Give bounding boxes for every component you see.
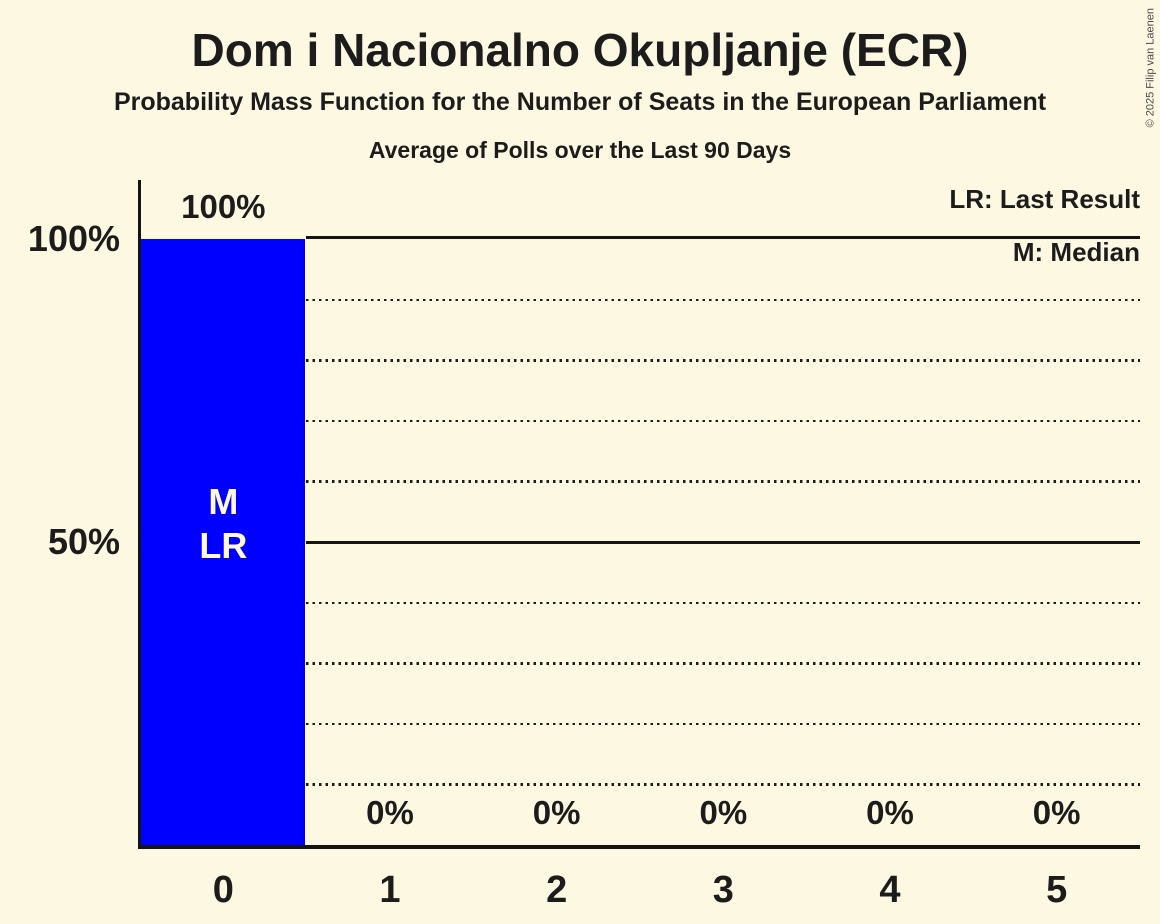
legend-median: M: Median bbox=[1012, 237, 1140, 267]
bar-value-label-3: 0% bbox=[699, 794, 748, 831]
y-axis-line bbox=[138, 180, 141, 849]
bar-value-label-0: 100% bbox=[181, 188, 266, 225]
chart-title: Dom i Nacionalno Okupljanje (ECR) bbox=[191, 24, 969, 76]
bar-value-label-4: 0% bbox=[866, 794, 914, 831]
median-last-result-marker: M LR bbox=[199, 481, 248, 566]
gridline-dotted-60pct bbox=[306, 480, 1140, 483]
bar-value-label-5: 0% bbox=[1032, 794, 1081, 831]
x-axis-label-0: 0 bbox=[212, 869, 234, 911]
x-axis-label-4: 4 bbox=[879, 869, 901, 911]
gridline-solid-50pct bbox=[306, 540, 1140, 544]
gridline-dotted-70pct bbox=[306, 419, 1140, 423]
bar-seat-0 bbox=[141, 239, 306, 845]
x-axis-label-2: 2 bbox=[546, 869, 568, 911]
x-axis-label-5: 5 bbox=[1046, 869, 1068, 911]
x-axis-label-1: 1 bbox=[379, 869, 401, 911]
bar-value-label-2: 0% bbox=[532, 794, 581, 831]
gridline-dotted-10pct bbox=[306, 783, 1140, 786]
chart-subtitle: Probability Mass Function for the Number… bbox=[113, 88, 1047, 116]
gridline-dotted-90pct bbox=[306, 298, 1140, 302]
bar-value-label-1: 0% bbox=[366, 794, 414, 831]
gridline-dotted-80pct bbox=[306, 359, 1140, 362]
gridline-dotted-30pct bbox=[306, 662, 1140, 665]
x-axis-line bbox=[138, 845, 1140, 849]
y-axis-label-100: 100% bbox=[27, 218, 120, 259]
gridline-dotted-40pct bbox=[306, 601, 1140, 605]
y-axis-label-50: 50% bbox=[47, 521, 120, 562]
gridline-solid-100pct bbox=[306, 236, 1140, 239]
x-axis-label-3: 3 bbox=[712, 869, 734, 911]
copyright-notice: © 2025 Filip van Laenen bbox=[1144, 8, 1156, 128]
gridline-dotted-20pct bbox=[306, 722, 1140, 726]
chart-period-subtitle: Average of Polls over the Last 90 Days bbox=[368, 137, 792, 163]
legend-last-result: LR: Last Result bbox=[949, 184, 1140, 214]
